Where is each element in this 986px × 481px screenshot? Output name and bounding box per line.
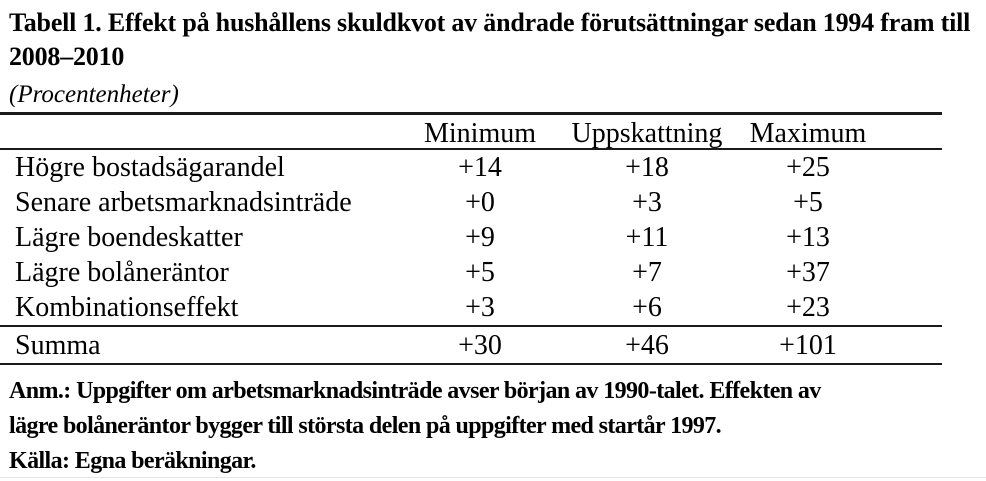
summary-label: Summa xyxy=(15,330,101,361)
row-label: Senare arbetsmarknadsinträde xyxy=(15,187,352,218)
table-title-line2: 2008–2010 xyxy=(9,42,125,71)
cell-minimum: +5 xyxy=(465,257,495,288)
cell-maximum: +5 xyxy=(793,187,823,218)
column-header-maximum: Maximum xyxy=(749,118,867,149)
cell-uppskattning: +6 xyxy=(632,292,662,323)
column-header-minimum: Minimum xyxy=(423,118,536,149)
cell-uppskattning: +11 xyxy=(625,222,669,253)
table-row: Senare arbetsmarknadsinträde +0 +3 +5 xyxy=(0,185,942,220)
page-bottom-divider xyxy=(0,477,986,478)
table-summary-row: Summa +30 +46 +101 xyxy=(0,325,942,363)
summary-maximum: +101 xyxy=(779,330,837,361)
column-header-empty xyxy=(0,115,395,153)
cell-uppskattning: +3 xyxy=(632,187,662,218)
summary-uppskattning: +46 xyxy=(625,330,669,361)
cell-maximum: +23 xyxy=(786,292,830,323)
column-header-uppskattning: Uppskattning xyxy=(571,118,723,149)
table-row: Lägre bolåneräntor +5 +7 +37 xyxy=(0,255,942,290)
cell-uppskattning: +18 xyxy=(625,152,669,183)
row-label: Lägre boendeskatter xyxy=(15,222,243,253)
row-label: Lägre bolåneräntor xyxy=(15,257,229,288)
table-subtitle: (Procentenheter) xyxy=(9,81,179,108)
cell-maximum: +37 xyxy=(786,257,830,288)
cell-minimum: +14 xyxy=(458,152,502,183)
row-label: Högre bostadsägarandel xyxy=(15,152,285,183)
table-row: Lägre boendeskatter +9 +11 +13 xyxy=(0,220,942,255)
note-source: Källa: Egna beräkningar. xyxy=(9,448,256,474)
row-label: Kombinationseffekt xyxy=(15,292,239,323)
cell-minimum: +3 xyxy=(465,292,495,323)
cell-maximum: +25 xyxy=(786,152,830,183)
table-row: Högre bostadsägarandel +14 +18 +25 xyxy=(0,150,942,185)
table-header-row: Minimum Uppskattning Maximum xyxy=(0,115,942,150)
summary-minimum: +30 xyxy=(458,330,502,361)
table-row: Kombinationseffekt +3 +6 +23 xyxy=(0,290,942,325)
data-table: Minimum Uppskattning Maximum Högre bosta… xyxy=(0,112,942,365)
table-title: Tabell 1. Effekt på hushållens skuldkvot… xyxy=(9,6,972,74)
table-notes: Anm.: Uppgifter om arbetsmarknadsinträde… xyxy=(9,374,986,479)
cell-minimum: +9 xyxy=(465,222,495,253)
cell-minimum: +0 xyxy=(465,187,495,218)
cell-maximum: +13 xyxy=(786,222,830,253)
cell-uppskattning: +7 xyxy=(632,257,662,288)
note-anm-line2: lägre bolåneräntor bygger till största d… xyxy=(9,413,722,439)
table-title-line1: Tabell 1. Effekt på hushållens skuldkvot… xyxy=(9,8,971,37)
note-anm-line1: Anm.: Uppgifter om arbetsmarknadsinträde… xyxy=(9,378,821,404)
